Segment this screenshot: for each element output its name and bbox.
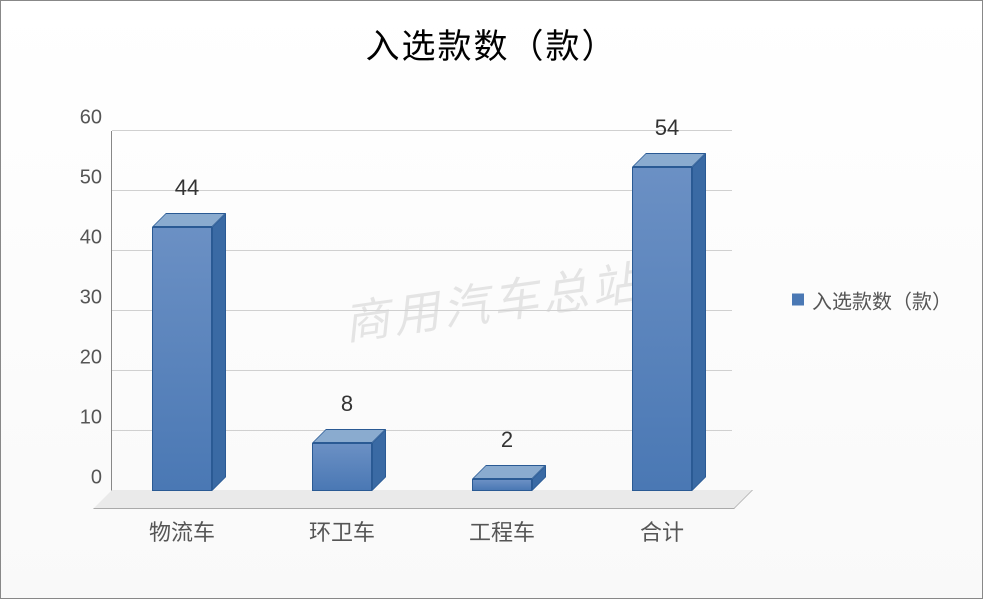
bar-value-label: 44 [147, 175, 227, 201]
bar-front [152, 227, 212, 491]
y-tick-label: 10 [62, 407, 102, 430]
x-tick-label: 工程车 [442, 515, 562, 547]
y-tick-label: 20 [62, 347, 102, 370]
bar-value-label: 54 [627, 115, 707, 141]
bar-side [692, 153, 706, 491]
y-tick-label: 50 [62, 167, 102, 190]
y-tick-label: 40 [62, 227, 102, 250]
x-tick-label: 合计 [602, 515, 722, 547]
chart-container: 入选款数（款） 商用汽车总站 0 10 20 30 40 50 60 [0, 0, 983, 599]
bar-value-label: 8 [307, 391, 387, 417]
y-tick-label: 30 [62, 287, 102, 310]
x-tick-label: 环卫车 [282, 515, 402, 547]
y-tick-label: 60 [62, 107, 102, 130]
bar-value-label: 2 [467, 427, 547, 453]
bar-front [632, 167, 692, 491]
plot-wrapper: 0 10 20 30 40 50 60 44 8 [51, 131, 751, 551]
bar-front [312, 443, 372, 491]
bar-front [472, 479, 532, 491]
legend-label: 入选款数（款） [812, 285, 952, 314]
legend-marker [792, 294, 804, 306]
plot-area: 0 10 20 30 40 50 60 44 8 [111, 131, 732, 492]
bar-side [212, 213, 226, 491]
plot-floor [93, 490, 753, 509]
legend-item: 入选款数（款） [792, 285, 952, 314]
chart-title: 入选款数（款） [1, 1, 982, 68]
x-tick-label: 物流车 [122, 515, 242, 547]
y-tick-label: 0 [62, 467, 102, 490]
legend: 入选款数（款） [792, 285, 952, 314]
